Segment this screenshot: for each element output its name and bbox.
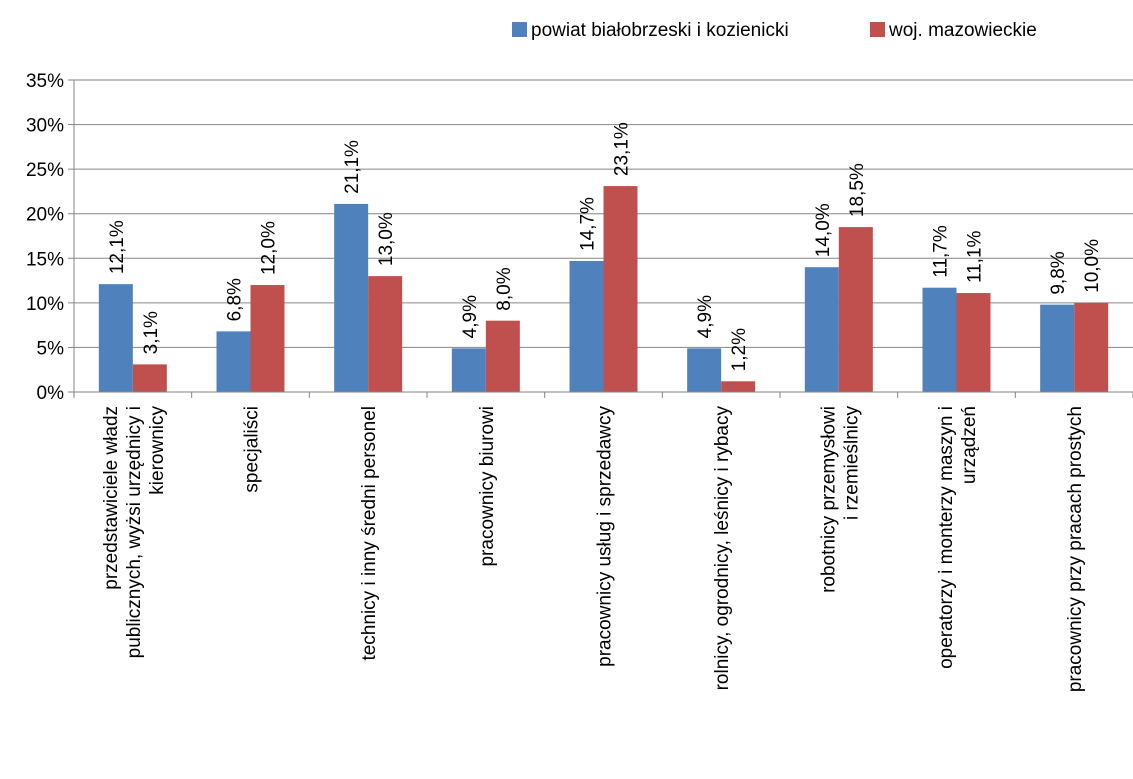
x-tick-label: operatorzy i monterzy maszyn i urządzeń xyxy=(936,406,980,669)
data-label: 1,2% xyxy=(729,328,750,371)
bar-wojewodztwo xyxy=(250,285,285,392)
category-labels: przedstawiciele władz publicznych, wyżsi … xyxy=(101,406,1086,693)
x-tick-label: pracownicy biurowi xyxy=(477,406,498,567)
data-label: 23,1% xyxy=(612,122,633,176)
data-label: 4,9% xyxy=(460,295,481,338)
legend-swatch xyxy=(512,22,527,37)
y-tick-label: 0% xyxy=(37,383,65,404)
x-tick-label-line: kierownicy xyxy=(147,406,168,495)
x-tick-label-line: specjaliści xyxy=(242,406,263,493)
data-label: 13,0% xyxy=(376,212,397,266)
data-label: 18,5% xyxy=(847,163,868,217)
x-tick-label-line: i rzemieślnicy xyxy=(841,406,862,521)
bar-wojewodztwo xyxy=(1074,302,1109,392)
x-tick-label-line: robotnicy przemysłowi xyxy=(818,406,839,593)
data-label: 10,0% xyxy=(1082,239,1103,293)
data-label: 6,8% xyxy=(225,278,246,321)
bar-powiat xyxy=(334,203,369,392)
x-tick-label: specjaliści xyxy=(242,406,263,493)
legend-label: woj. mazowieckie xyxy=(888,20,1037,41)
data-label: 4,9% xyxy=(695,295,716,338)
y-tick-label: 25% xyxy=(26,160,64,181)
x-tick-label-line: operatorzy i monterzy maszyn i xyxy=(936,406,957,669)
bar-wojewodztwo xyxy=(368,276,403,392)
bar-wojewodztwo xyxy=(721,381,756,392)
data-label: 14,7% xyxy=(578,197,599,251)
data-label: 9,8% xyxy=(1048,251,1069,294)
legend-item-wojewodztwo: woj. mazowieckie xyxy=(870,20,1037,41)
bar-wojewodztwo xyxy=(485,320,520,392)
bar-wojewodztwo xyxy=(603,186,638,392)
x-tick-label: technicy i inny średni personel xyxy=(359,406,380,661)
data-label: 21,1% xyxy=(342,140,363,194)
bar-powiat xyxy=(922,287,957,392)
bar-powiat xyxy=(804,267,839,392)
bars xyxy=(98,186,1109,392)
y-tick-label: 35% xyxy=(26,71,64,92)
data-label: 12,1% xyxy=(107,220,128,274)
legend-swatch xyxy=(870,22,885,37)
axes: 0% 5% 10% 15% 20% 25% 30% 35% xyxy=(26,71,1133,404)
x-tick-label-line: przedstawiciele władz xyxy=(101,406,122,590)
x-tick-label: pracownicy przy pracach prostych xyxy=(1065,406,1086,692)
bar-powiat xyxy=(569,260,604,392)
x-tick-label-line: rolnicy, ogrodnicy, leśnicy i rybacy xyxy=(712,406,733,691)
x-tick-label-line: urządzeń xyxy=(959,406,980,484)
data-labels: 12,1% 3,1% 6,8% 12,0% 21,1% 13,0% 4,9% 8,0% 14,7… xyxy=(107,122,1103,371)
bar-wojewodztwo xyxy=(838,227,873,392)
bar-powiat xyxy=(216,331,251,392)
bar-powiat xyxy=(687,348,722,392)
x-tick-label: robotnicy przemysłowi i rzemieślnicy xyxy=(818,406,862,593)
x-tick-label-line: publicznych, wyżsi urzędnicy i xyxy=(124,406,145,658)
data-label: 11,1% xyxy=(965,230,986,283)
legend-label: powiat białobrzeski i kozienicki xyxy=(531,20,789,41)
bar-powiat xyxy=(1040,304,1075,392)
y-tick-label: 10% xyxy=(26,294,64,315)
x-tick-label: pracownicy usług i sprzedawcy xyxy=(595,406,616,667)
x-tick-label-line: pracownicy przy pracach prostych xyxy=(1065,406,1086,692)
legend: powiat białobrzeski i kozienicki woj. maz… xyxy=(512,20,1037,41)
y-tick-label: 5% xyxy=(37,338,65,359)
y-tick-label: 20% xyxy=(26,205,64,226)
legend-item-powiat: powiat białobrzeski i kozienicki xyxy=(512,20,789,41)
data-label: 14,0% xyxy=(813,203,834,257)
x-tick-label: rolnicy, ogrodnicy, leśnicy i rybacy xyxy=(712,406,733,691)
bar-wojewodztwo xyxy=(956,293,991,392)
y-tick-label: 15% xyxy=(26,249,64,270)
data-label: 8,0% xyxy=(494,267,515,310)
x-tick-label-line: technicy i inny średni personel xyxy=(359,406,380,661)
x-tick-label: przedstawiciele władz publicznych, wyżsi … xyxy=(101,406,168,659)
bar-powiat xyxy=(451,348,486,392)
x-tick-label-line: pracownicy usług i sprzedawcy xyxy=(595,406,616,667)
bar-powiat xyxy=(98,284,133,392)
data-label: 11,7% xyxy=(931,225,952,278)
x-tick-label-line: pracownicy biurowi xyxy=(477,406,498,567)
bar-wojewodztwo xyxy=(132,364,167,392)
data-label: 12,0% xyxy=(259,221,280,275)
data-label: 3,1% xyxy=(141,311,162,354)
y-tick-label: 30% xyxy=(26,116,64,137)
